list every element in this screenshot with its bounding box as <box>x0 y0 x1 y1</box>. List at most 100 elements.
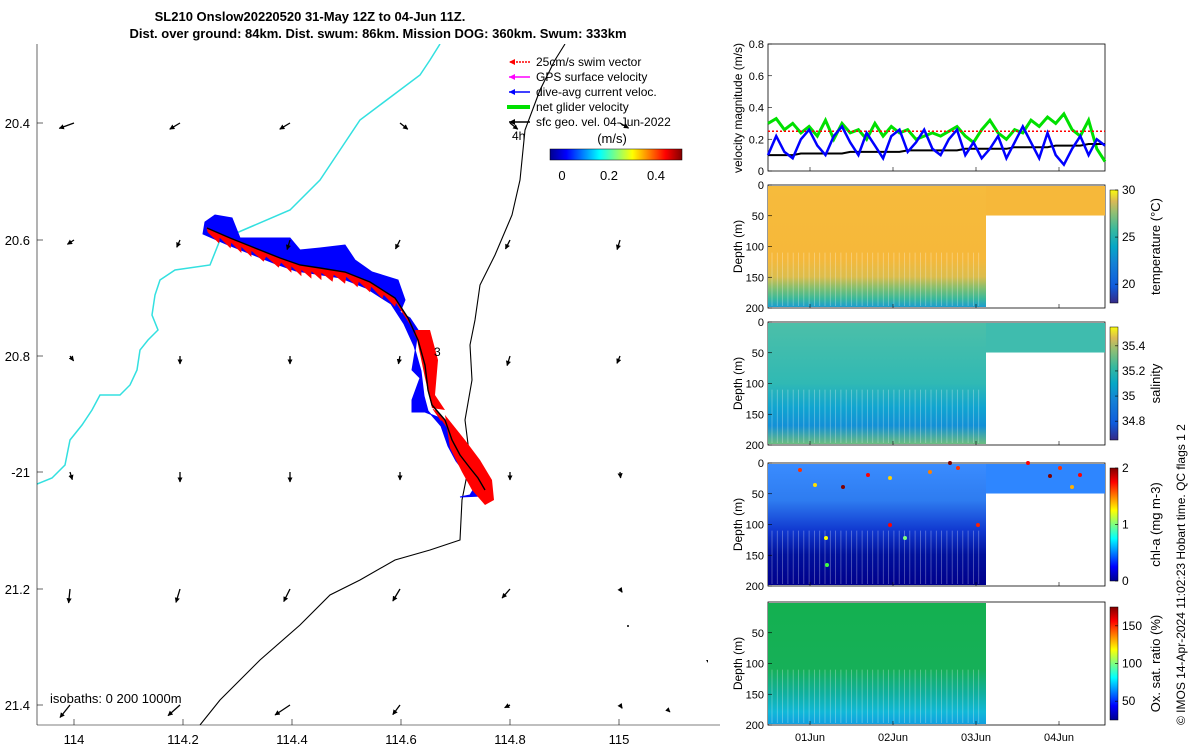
current-vector <box>283 588 291 602</box>
isobath-fragment <box>706 660 708 663</box>
chl-a-spike-point <box>813 483 817 487</box>
swim-vectors-lobe <box>445 415 494 505</box>
map-xtick-label: 114.6 <box>385 732 417 747</box>
velocity-yticks: 0 0.2 0.4 0.6 0.8 <box>749 39 772 178</box>
legend-entry: dive-avg current veloc. <box>509 85 657 99</box>
colorbar-tick-1: 0.2 <box>600 168 618 183</box>
velocity-panel: 0 0.2 0.4 0.6 0.8 velocity magnitude (m/s) <box>731 39 1107 178</box>
legend-arrowhead <box>509 89 515 95</box>
colorbar-tick-label: 35.2 <box>1122 364 1146 378</box>
section-ytick-label: 200 <box>746 303 764 315</box>
chl-a-spike-point <box>1058 466 1062 470</box>
section-xtick-label: 03Jun <box>961 732 991 744</box>
glider-track <box>202 214 494 505</box>
legend-arrowhead <box>509 74 515 80</box>
current-vector <box>176 239 182 248</box>
time-marker-3: 3 <box>434 345 441 359</box>
current-vector <box>665 707 671 713</box>
current-vector <box>169 122 181 130</box>
current-vector <box>279 122 291 130</box>
legend-label: GPS surface velocity <box>536 70 647 84</box>
current-vector <box>615 239 621 251</box>
chl-a-spike-point <box>903 536 907 540</box>
map-ytick-label: 20.4 <box>5 116 30 131</box>
colorbar-tick-2: 0.4 <box>647 168 665 183</box>
colorbar-bar <box>549 148 683 161</box>
section-ytick-label: 100 <box>746 379 764 391</box>
chl-a-spike-point <box>888 476 892 480</box>
section-ytick-label: 100 <box>746 242 764 254</box>
section-colorbar <box>1109 326 1119 441</box>
section-panel: 50 100 150 200 Depth (m) 50 100 150 Ox. sat. rat… <box>731 601 1163 744</box>
title-line-2: Dist. over ground: 84km. Dist. swum: 86k… <box>129 26 626 41</box>
current-vector <box>616 355 622 364</box>
colorbar-tick-label: 0 <box>1122 574 1129 588</box>
section-ytick-label: 50 <box>752 211 764 223</box>
colorbar-tick-label: 2 <box>1122 461 1129 475</box>
velocity-xticks <box>809 167 1060 171</box>
legend-label: dive-avg current veloc. <box>536 85 657 99</box>
section-data-full <box>768 464 986 585</box>
legend-entry: sfc geo. vel. 04-Jun-2022 <box>509 115 671 129</box>
section-ylabel: Depth (m) <box>731 498 745 551</box>
section-ytick-label: 150 <box>746 550 764 562</box>
section-ytick-label: 200 <box>746 720 764 732</box>
velocity-series <box>766 111 1107 167</box>
isobaths-label: isobaths: 0 200 1000m <box>50 691 182 706</box>
current-vector <box>66 588 72 604</box>
current-vector <box>619 122 630 129</box>
section-data-shallow <box>986 323 1105 353</box>
chl-a-spike-point <box>888 523 892 527</box>
section-panel: 0 50 100 150 200 Depth (m) 0 1 2 chl-a (mg m-3) <box>731 458 1163 593</box>
chl-a-spike-point <box>824 536 828 540</box>
section-ytick-label: 50 <box>752 348 764 360</box>
colorbar-tick-label: 100 <box>1122 657 1142 671</box>
chl-a-spike-point <box>1026 461 1030 465</box>
chl-a-spike-point <box>798 468 802 472</box>
map-panel: 114 114.2 114.4 114.6 114.8 115 20.4 20.6 20.8 -… <box>5 44 720 747</box>
current-vector <box>394 239 401 250</box>
map-xtick-label: 114.2 <box>167 732 199 747</box>
current-vector <box>66 239 75 245</box>
section-ytick-label: 200 <box>746 581 764 593</box>
map-xtick-label: 115 <box>609 732 630 747</box>
current-vector <box>285 239 291 251</box>
current-vectors <box>58 122 671 718</box>
speed-colorbar: (m/s) 0 0.2 0.4 <box>549 131 683 183</box>
chl-a-spike-point <box>956 466 960 470</box>
legend-label: 25cm/s swim vector <box>536 55 641 69</box>
chl-a-spike-point <box>948 461 952 465</box>
colorbar-tick-label: 150 <box>1122 619 1142 633</box>
current-vector <box>392 588 401 602</box>
section-ytick-label: 150 <box>746 272 764 284</box>
velocity-ytick-label: 0.4 <box>749 103 764 115</box>
title-line-1: SL210 Onslow20220520 31-May 12Z to 04-Ju… <box>155 9 466 24</box>
section-ylabel: Depth (m) <box>731 357 745 410</box>
velocity-series-line <box>766 123 1106 167</box>
map-ytick-labels: 20.4 20.6 20.8 -21 21.2 21.4 <box>5 116 43 713</box>
current-vector <box>617 702 623 709</box>
section-data-shallow <box>986 464 1105 494</box>
colorbar-label: Ox. sat. ratio (%) <box>1148 615 1163 713</box>
legend-arrowhead <box>509 59 515 65</box>
credit-text: © IMOS 14-Apr-2024 11:02:23 Hobart time.… <box>1174 424 1188 725</box>
section-ytick-label: 150 <box>746 689 764 701</box>
map-ytick-label: -21 <box>11 465 30 480</box>
section-data-shallow <box>986 186 1105 216</box>
colorbar-label: chl-a (mg m-3) <box>1148 482 1163 567</box>
current-vector <box>504 239 511 250</box>
colorbar-tick-label: 1 <box>1122 518 1129 532</box>
current-vector <box>399 122 409 130</box>
colorbar-label: temperature (°C) <box>1148 198 1163 295</box>
isobath-200 <box>199 44 566 725</box>
section-ytick-label: 100 <box>746 520 764 532</box>
chl-a-spike-point <box>928 470 932 474</box>
section-panel: 0 50 100 150 200 Depth (m) 20 25 30 temperature (… <box>731 180 1163 315</box>
current-vector <box>392 704 401 716</box>
map-ytick-label: 20.6 <box>5 233 30 248</box>
section-ylabel: Depth (m) <box>731 220 745 273</box>
colorbar-tick-label: 35 <box>1122 389 1136 403</box>
current-vector <box>68 355 75 362</box>
